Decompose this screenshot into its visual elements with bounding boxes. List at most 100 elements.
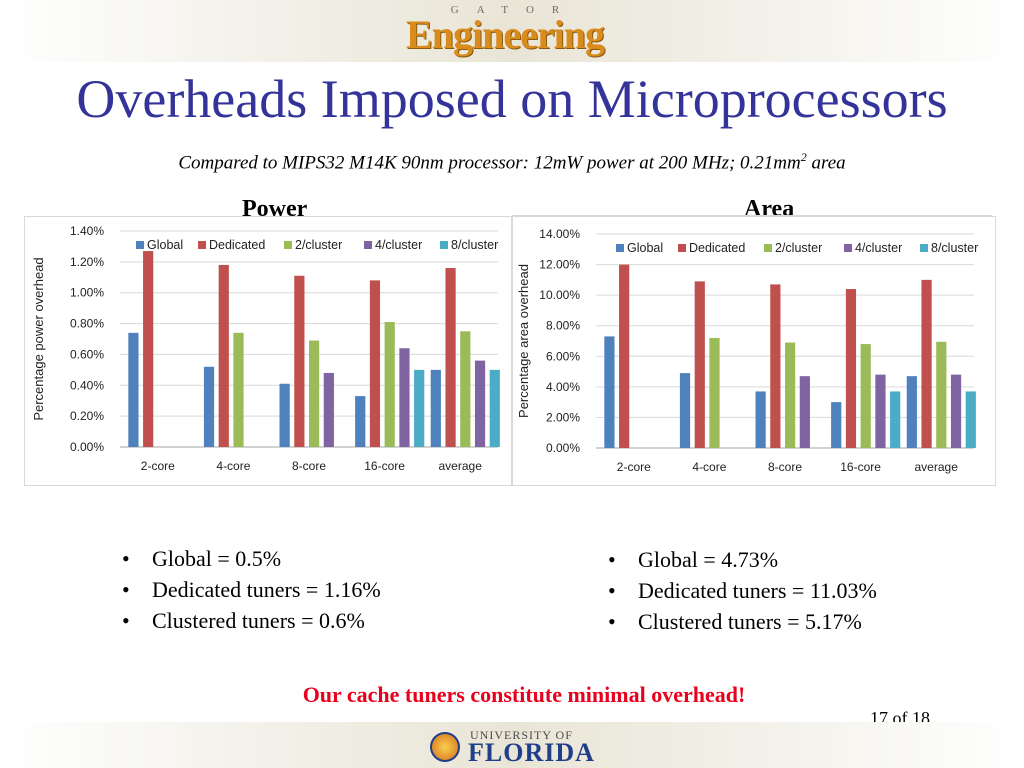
bar-global bbox=[679, 373, 691, 448]
legend-swatch bbox=[284, 241, 292, 249]
bar-4-cluster bbox=[875, 374, 886, 448]
legend-swatch bbox=[364, 241, 372, 249]
legend-label: 2/cluster bbox=[775, 241, 822, 255]
bar-2-cluster bbox=[309, 340, 320, 447]
legend-swatch bbox=[844, 244, 852, 252]
university-of-florida-logo: UNIVERSITY OF FLORIDA bbox=[430, 726, 594, 767]
x-tick-label: 8-core bbox=[768, 460, 802, 474]
bar-4-cluster bbox=[399, 348, 410, 447]
x-tick-label: 16-core bbox=[840, 460, 881, 474]
bar-dedicated bbox=[143, 251, 154, 447]
footer-band bbox=[0, 722, 1024, 768]
y-tick-label: 10.00% bbox=[539, 288, 580, 302]
y-axis-label: Percentage power overhead bbox=[31, 257, 46, 420]
bar-global bbox=[831, 402, 842, 448]
bar-4-cluster bbox=[950, 374, 962, 448]
conclusion-text: Our cache tuners constitute minimal over… bbox=[302, 682, 746, 707]
legend-label: Dedicated bbox=[689, 241, 745, 255]
subtitle-end: area bbox=[806, 152, 846, 174]
legend-swatch bbox=[678, 244, 686, 252]
x-tick-label: 2-core bbox=[617, 460, 651, 474]
x-tick-label: 8-core bbox=[292, 459, 326, 473]
legend-label: 2/cluster bbox=[295, 238, 342, 252]
list-item: Clustered tuners = 5.17% bbox=[600, 606, 877, 637]
list-item: Global = 0.5% bbox=[114, 543, 381, 574]
legend-label: 8/cluster bbox=[451, 238, 498, 252]
bar-dedicated bbox=[369, 280, 381, 447]
x-tick-label: average bbox=[439, 459, 483, 473]
bar-2-cluster bbox=[785, 342, 796, 448]
bar-4-cluster bbox=[474, 360, 486, 447]
bar-global bbox=[906, 376, 917, 448]
legend-swatch bbox=[198, 241, 206, 249]
page-subtitle: Compared to MIPS32 M14K 90nm processor: … bbox=[0, 150, 1024, 174]
y-tick-label: 0.80% bbox=[70, 317, 104, 331]
chart-divider bbox=[512, 215, 992, 216]
x-tick-label: 16-core bbox=[364, 459, 405, 473]
power-chart: 0.00% 0.20% 0.40% 0.60% 0.80% 1.00% 1.20% 1.40%… bbox=[24, 216, 512, 486]
bar-8-cluster bbox=[489, 369, 500, 447]
legend-swatch bbox=[616, 244, 624, 252]
y-tick-label: 0.60% bbox=[70, 347, 104, 361]
y-tick-label: 1.20% bbox=[70, 255, 104, 269]
legend-swatch bbox=[920, 244, 928, 252]
bar-8-cluster bbox=[414, 369, 425, 447]
bar-global bbox=[430, 369, 441, 447]
header-band bbox=[0, 0, 1024, 62]
bar-2-cluster bbox=[936, 341, 947, 448]
bar-4-cluster bbox=[799, 376, 810, 448]
subtitle-superscript: 2 bbox=[800, 150, 807, 164]
bar-4-cluster bbox=[323, 372, 334, 447]
bar-2-cluster bbox=[233, 332, 244, 447]
y-tick-label: 4.00% bbox=[546, 380, 580, 394]
logo-univ-text: UNIVERSITY OF bbox=[470, 728, 573, 742]
bar-dedicated bbox=[921, 279, 932, 448]
y-axis-label: Percentage area overhead bbox=[516, 264, 531, 418]
x-tick-label: 4-core bbox=[692, 460, 726, 474]
bar-2-cluster bbox=[384, 322, 395, 447]
bar-dedicated bbox=[845, 289, 857, 448]
bar-dedicated bbox=[694, 281, 705, 448]
x-tick-label: 2-core bbox=[141, 459, 175, 473]
bar-2-cluster bbox=[709, 337, 720, 448]
area-summary-list: Global = 4.73% Dedicated tuners = 11.03%… bbox=[600, 544, 877, 637]
y-tick-label: 1.00% bbox=[70, 286, 104, 300]
legend-label: 4/cluster bbox=[855, 241, 902, 255]
bar-2-cluster bbox=[860, 344, 871, 448]
area-chart: 0.00% 2.00% 4.00% 6.00% 8.00% 10.00% 12.00% 14.… bbox=[512, 216, 996, 486]
gator-engineering-logo: GATOR Engineering bbox=[380, 4, 630, 60]
logo-small-text: GATOR bbox=[450, 4, 578, 16]
list-item: Clustered tuners = 0.6% bbox=[114, 605, 381, 636]
logo-state-text: FLORIDA bbox=[468, 738, 595, 767]
y-tick-label: 0.00% bbox=[70, 440, 104, 454]
chart-frame bbox=[24, 216, 512, 486]
legend-label: 4/cluster bbox=[375, 238, 422, 252]
bar-dedicated bbox=[445, 268, 456, 447]
power-summary-list: Global = 0.5% Dedicated tuners = 1.16% C… bbox=[114, 543, 381, 636]
y-tick-label: 6.00% bbox=[546, 349, 580, 363]
y-tick-label: 12.00% bbox=[539, 258, 580, 272]
list-item: Dedicated tuners = 1.16% bbox=[114, 574, 381, 605]
legend-swatch bbox=[136, 241, 144, 249]
bar-global bbox=[128, 332, 139, 447]
legend-swatch bbox=[764, 244, 772, 252]
y-tick-label: 14.00% bbox=[539, 227, 580, 241]
seal-icon bbox=[430, 732, 460, 762]
bar-global bbox=[203, 366, 215, 447]
legend-swatch bbox=[440, 241, 448, 249]
x-tick-label: average bbox=[915, 460, 959, 474]
list-item: Dedicated tuners = 11.03% bbox=[600, 575, 877, 606]
legend-label: 8/cluster bbox=[931, 241, 978, 255]
bar-global bbox=[355, 396, 366, 447]
bar-dedicated bbox=[619, 264, 630, 448]
y-tick-label: 8.00% bbox=[546, 319, 580, 333]
bar-dedicated bbox=[770, 284, 781, 448]
y-tick-label: 2.00% bbox=[546, 410, 580, 424]
list-item: Global = 4.73% bbox=[600, 544, 877, 575]
logo-main-text: Engineering bbox=[406, 12, 605, 57]
y-tick-label: 0.00% bbox=[546, 441, 580, 455]
y-tick-label: 0.40% bbox=[70, 378, 104, 392]
bar-dedicated bbox=[294, 275, 305, 447]
bar-global bbox=[279, 383, 290, 447]
y-tick-label: 1.40% bbox=[70, 224, 104, 238]
